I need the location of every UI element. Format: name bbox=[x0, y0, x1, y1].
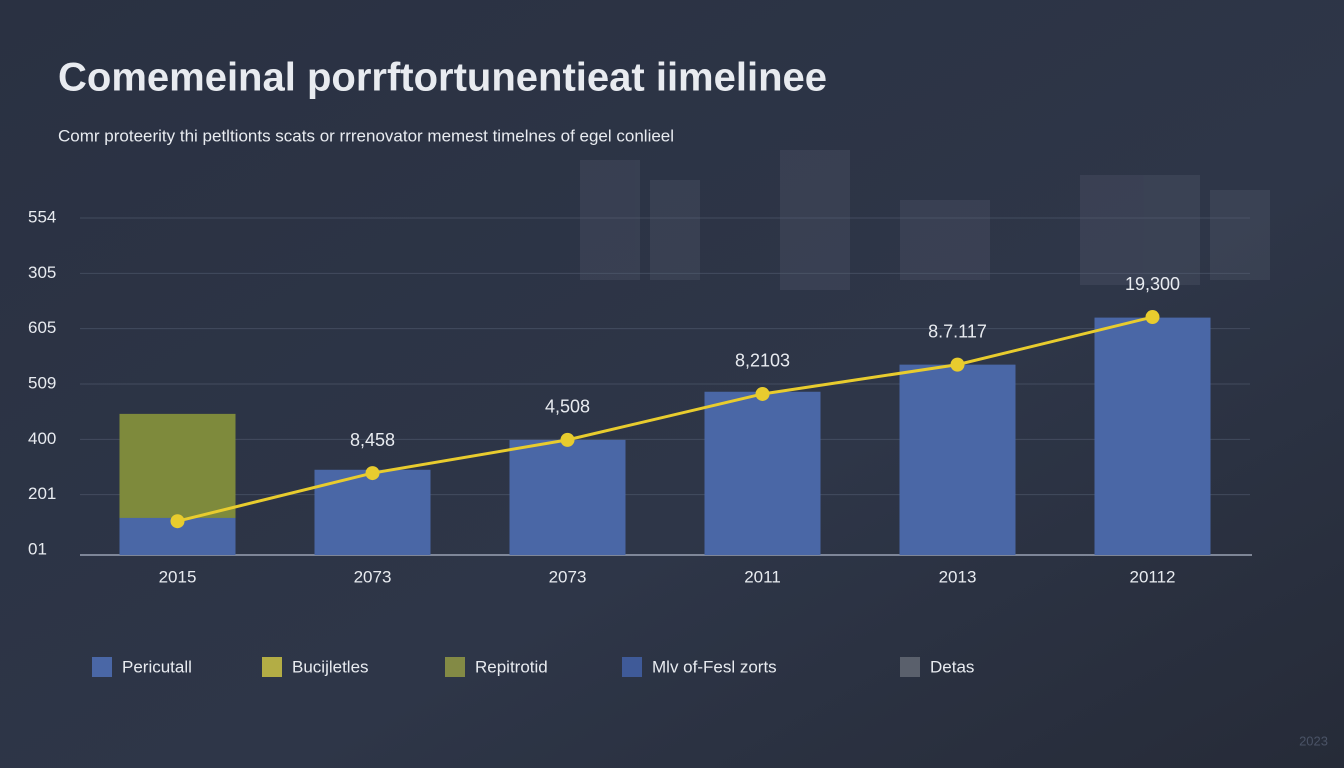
line-point bbox=[560, 432, 575, 447]
bar bbox=[899, 364, 1016, 555]
bar bbox=[1094, 317, 1211, 555]
legend-label: Repitrotid bbox=[475, 657, 548, 676]
point-label: 8.7.117 bbox=[928, 321, 987, 341]
point-label: 4,508 bbox=[545, 397, 590, 417]
legend-swatch bbox=[262, 657, 282, 677]
x-tick-label: 2013 bbox=[939, 567, 977, 586]
legend-label: Pericutall bbox=[122, 657, 192, 676]
bar bbox=[704, 391, 821, 555]
line-point bbox=[170, 514, 185, 529]
y-tick-label: 201 bbox=[28, 484, 56, 503]
bar bbox=[509, 439, 626, 555]
line bbox=[177, 315, 1153, 523]
city-backdrop bbox=[580, 150, 1270, 290]
chart-title: Comemeinal porrftortunentieat iimelinee bbox=[58, 56, 827, 100]
line-point bbox=[950, 357, 965, 372]
line-point bbox=[365, 466, 380, 481]
legend-swatch bbox=[900, 657, 920, 677]
x-tick-label: 2073 bbox=[549, 567, 587, 586]
x-tick-label: 2073 bbox=[354, 567, 392, 586]
legend-swatch bbox=[445, 657, 465, 677]
chart-subtitle: Comr proteerity thi petltionts scats or … bbox=[58, 126, 674, 145]
legend-label: Mlv of-Fesl zorts bbox=[652, 657, 777, 676]
x-tick-label: 20112 bbox=[1129, 567, 1175, 586]
y-tick-label: 01 bbox=[28, 539, 47, 558]
y-tick-label: 400 bbox=[28, 429, 56, 448]
point-label: 8,458 bbox=[350, 430, 395, 450]
point-label: 19,300 bbox=[1125, 274, 1180, 294]
y-tick-label: 305 bbox=[28, 263, 56, 282]
y-tick-label: 554 bbox=[28, 207, 56, 226]
legend-label: Detas bbox=[930, 657, 974, 676]
y-tick-label: 605 bbox=[28, 318, 56, 337]
y-tick-label: 509 bbox=[28, 373, 56, 392]
legend-swatch bbox=[622, 657, 642, 677]
point-label: 8,2103 bbox=[735, 351, 790, 371]
legend-label: Bucijletles bbox=[292, 657, 369, 676]
x-tick-label: 2015 bbox=[159, 567, 197, 586]
x-tick-label: 2011 bbox=[744, 567, 781, 586]
legend-swatch bbox=[92, 657, 112, 677]
line-point bbox=[755, 386, 770, 401]
line-point bbox=[1145, 310, 1160, 325]
watermark: 2023 bbox=[1299, 733, 1328, 748]
